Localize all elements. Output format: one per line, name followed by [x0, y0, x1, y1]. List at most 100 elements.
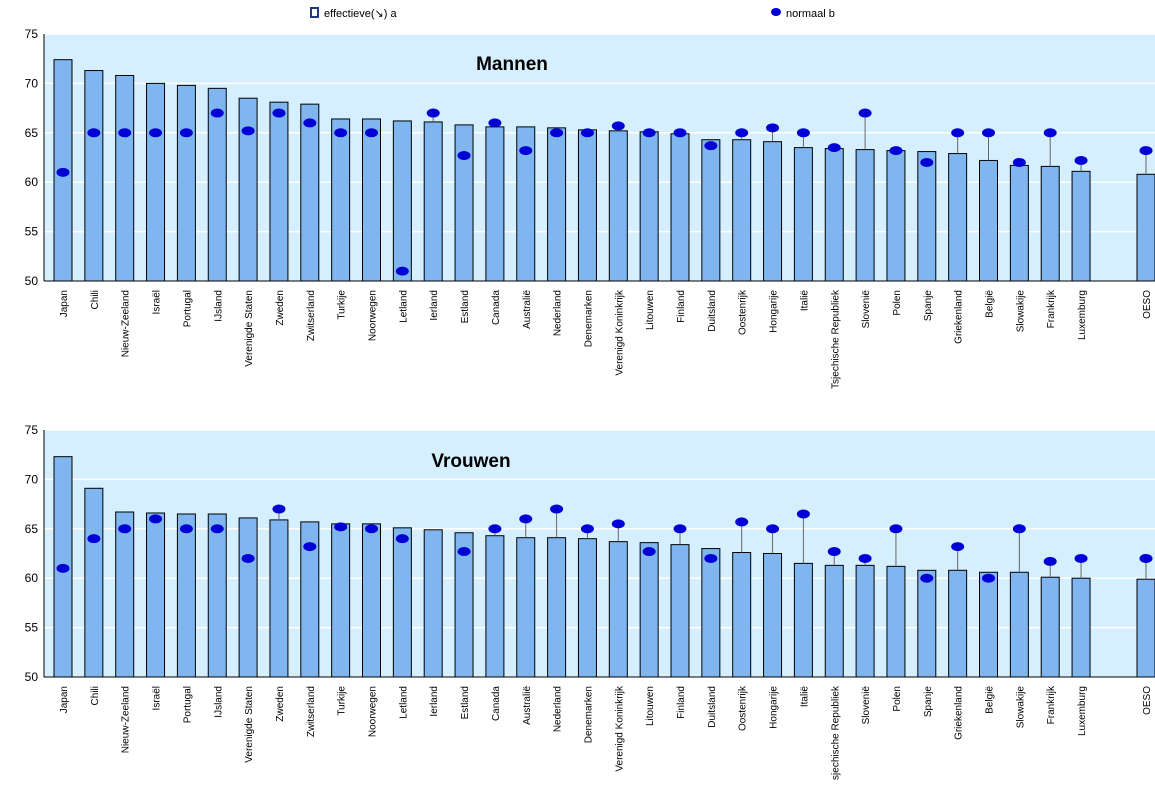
normal-age-dot: [704, 553, 718, 563]
normal-age-dot: [858, 553, 872, 563]
normal-age-dot: [1139, 146, 1153, 156]
normal-age-dot: [704, 141, 718, 151]
bar: [793, 147, 813, 282]
bar: [423, 529, 443, 678]
bar: [701, 139, 721, 282]
normal-age-dot: [1074, 155, 1088, 165]
normal-age-dot: [1012, 524, 1026, 534]
normal-age-dot: [673, 128, 687, 138]
normal-age-dot: [210, 108, 224, 118]
bar: [516, 537, 536, 678]
x-tick-label: Portugal: [182, 686, 193, 723]
y-tick-label: 75: [25, 27, 39, 41]
normal-age-dot: [426, 108, 440, 118]
x-tick-label: Chili: [90, 290, 101, 309]
bar: [948, 153, 968, 282]
x-tick-label: Litouwen: [645, 290, 656, 330]
bar: [824, 148, 844, 282]
normal-age-dot: [334, 128, 348, 138]
normal-age-dot: [796, 128, 810, 138]
normal-age-dot: [179, 128, 193, 138]
bar: [732, 139, 752, 282]
bar: [176, 84, 196, 282]
bar: [639, 131, 659, 282]
bar: [1136, 173, 1155, 282]
bar: [886, 150, 906, 282]
x-tick-label: Letland: [398, 686, 409, 719]
bar: [1071, 170, 1091, 282]
normal-age-dot: [920, 157, 934, 167]
bar: [238, 97, 258, 282]
normal-age-dot: [179, 524, 193, 534]
bar: [763, 553, 783, 678]
normal-age-dot: [303, 542, 317, 552]
x-tick-label: Denemarken: [583, 686, 594, 743]
bar: [1009, 571, 1029, 678]
x-tick-label: Slovenië: [861, 686, 872, 725]
bar: [763, 141, 783, 282]
x-tick-label: Zwitserland: [306, 290, 317, 341]
bar: [577, 538, 597, 678]
bar: [1071, 577, 1091, 678]
normal-age-dot: [395, 534, 409, 544]
x-tick-label: Nederland: [553, 686, 564, 732]
x-tick-label: Slowakije: [1015, 290, 1026, 333]
bar: [732, 552, 752, 678]
y-tick-label: 60: [25, 175, 39, 189]
x-tick-label: Japan: [59, 290, 70, 317]
bar: [855, 149, 875, 282]
x-tick-label: Turkije: [337, 290, 348, 320]
x-tick-label: België: [985, 686, 996, 714]
x-tick-label: Italië: [799, 686, 810, 708]
x-tick-label: Griekenland: [954, 686, 965, 740]
normal-age-dot: [118, 524, 132, 534]
x-tick-label: Australië: [522, 290, 533, 329]
y-tick-label: 75: [25, 423, 39, 437]
normal-age-dot: [796, 509, 810, 519]
bar: [454, 124, 474, 282]
bar: [454, 532, 474, 678]
x-tick-label: Verenigd Koninkrijk: [614, 685, 625, 772]
x-tick-label: Israël: [152, 290, 163, 314]
bar: [701, 548, 721, 678]
x-tick-label: Tsjechische Republiek: [830, 289, 841, 389]
bar: [886, 565, 906, 678]
x-tick-label: Spanje: [923, 290, 934, 322]
x-tick-label: Duitsland: [707, 290, 718, 332]
normal-age-dot: [766, 123, 780, 133]
x-tick-label: Luxemburg: [1077, 686, 1088, 736]
normal-age-dot: [149, 514, 163, 524]
normal-age-dot: [1043, 556, 1057, 566]
y-tick-label: 55: [25, 621, 39, 635]
bar: [84, 487, 104, 678]
bar: [793, 562, 813, 678]
legend-bar-label: effectieve(↘) a: [324, 8, 397, 20]
x-tick-label: Italië: [799, 290, 810, 312]
bar: [207, 87, 227, 282]
bar: [948, 569, 968, 678]
x-tick-label: Hongarije: [769, 290, 780, 333]
normal-age-dot: [951, 128, 965, 138]
bar: [917, 569, 937, 678]
normal-age-dot: [519, 146, 533, 156]
bar: [269, 101, 289, 282]
panel-mannen: 50 55 60 65 70 75 Mannen Japan Chili Nieuw-Zeelan…: [25, 27, 1155, 389]
x-tick-label: Hongarije: [769, 686, 780, 729]
y-tick-label: 50: [25, 274, 39, 288]
bar: [84, 70, 104, 282]
x-tick-label: Nieuw-Zeeland: [121, 290, 132, 357]
x-tick-label: Estland: [460, 686, 471, 719]
normal-age-dot: [365, 524, 378, 534]
bar: [516, 126, 536, 282]
legend-bar-swatch: [310, 7, 319, 18]
bar: [146, 82, 166, 282]
x-tick-label: Portugal: [182, 290, 193, 327]
bar: [1040, 165, 1060, 282]
bar: [331, 523, 351, 678]
normal-age-dot: [642, 128, 656, 138]
normal-age-dot: [272, 504, 286, 514]
normal-age-dot: [889, 524, 903, 534]
x-tick-label: Turkije: [337, 686, 348, 716]
x-tick-label: Canada: [491, 290, 502, 325]
bar: [392, 527, 412, 678]
